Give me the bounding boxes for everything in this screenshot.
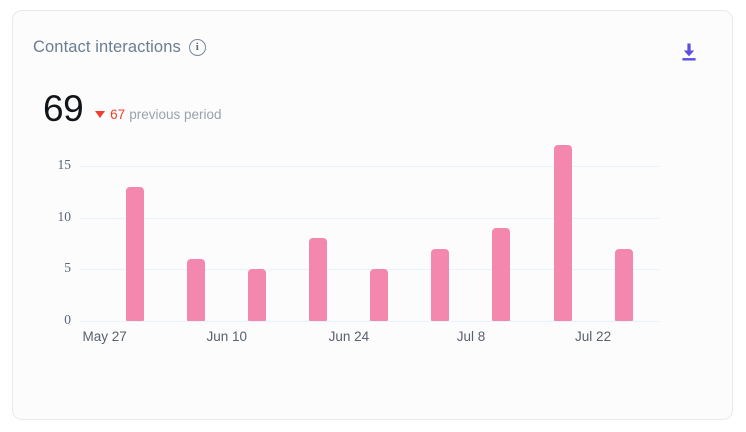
metric-comparison: 67 previous period	[95, 107, 222, 129]
previous-period-label: previous period	[129, 107, 222, 122]
download-icon[interactable]	[676, 39, 702, 65]
gridline	[79, 217, 659, 219]
y-axis-tick: 0	[37, 312, 71, 328]
metric-value: 69	[43, 88, 84, 129]
bar[interactable]	[126, 186, 145, 321]
page-title: Contact interactions	[33, 38, 181, 56]
x-axis-tick-label: Jun 24	[328, 329, 370, 344]
gridline	[79, 165, 659, 167]
bar[interactable]	[614, 248, 633, 321]
y-axis-tick: 10	[37, 208, 72, 225]
x-axis-tick-label: Jul 22	[575, 329, 612, 344]
bar[interactable]	[492, 227, 511, 321]
x-axis-tick-label: Jun 10	[206, 329, 248, 344]
gridline	[79, 269, 659, 271]
y-axis-tick-label: 5	[64, 260, 71, 276]
y-axis-tick: 15	[37, 156, 72, 173]
card-header: Contact interactions i	[33, 37, 712, 71]
contact-interactions-card: Contact interactions i 69 67 previous pe…	[12, 10, 733, 420]
bar[interactable]	[370, 269, 389, 321]
bar-chart: 0 5 10 15 May 27 Jun 10 Jun 24 Jul 8 Jul 22	[13, 11, 746, 432]
y-axis-tick: 5	[37, 260, 71, 276]
previous-period-value: 67	[110, 107, 126, 122]
y-axis-tick-label: 10	[57, 208, 72, 224]
trend-down-icon	[95, 111, 106, 118]
x-axis-tick-label: Jul 8	[456, 329, 486, 344]
bar[interactable]	[248, 269, 267, 321]
bar[interactable]	[553, 145, 572, 321]
x-axis-tick-label: May 27	[82, 329, 127, 344]
bar[interactable]	[309, 238, 328, 321]
y-axis-tick-label: 0	[64, 312, 71, 327]
metric-summary: 69 67 previous period	[43, 89, 222, 129]
y-axis-tick-label: 15	[57, 156, 72, 172]
bar[interactable]	[431, 248, 450, 321]
gridline	[79, 321, 659, 322]
card-title-row: Contact interactions i	[33, 37, 712, 57]
bar[interactable]	[187, 258, 206, 321]
info-icon[interactable]: i	[188, 38, 206, 56]
